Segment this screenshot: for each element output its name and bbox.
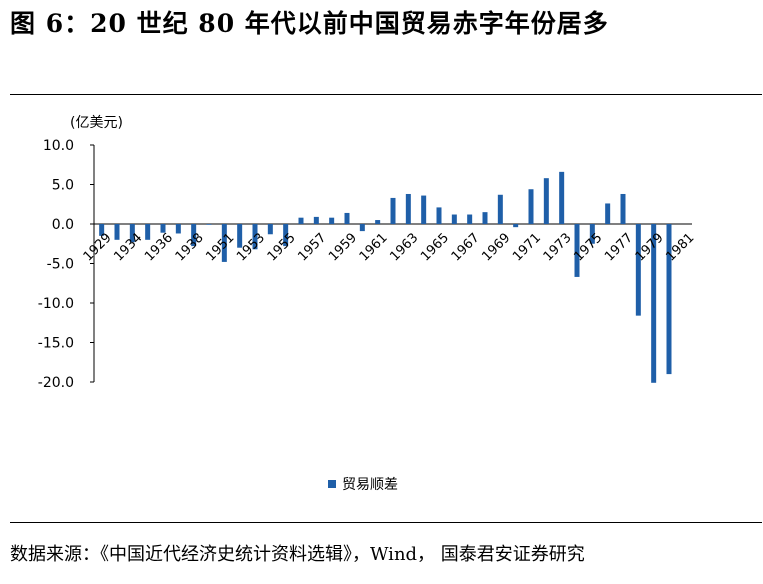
bar	[635, 224, 641, 316]
bar	[421, 195, 427, 224]
bar	[589, 224, 595, 244]
bar	[482, 212, 488, 224]
x-tick-label: 1977	[602, 230, 636, 264]
bar	[405, 193, 411, 224]
bar	[359, 224, 365, 232]
x-tick-label: 1938	[173, 230, 207, 264]
y-tick-label: -10.0	[38, 296, 74, 312]
bar	[651, 224, 657, 383]
bar	[574, 224, 580, 277]
y-tick-label: 0.0	[52, 217, 74, 233]
y-tick-label: -20.0	[38, 375, 74, 391]
bar	[451, 214, 457, 224]
bar	[467, 214, 473, 224]
x-tick-label: 1959	[326, 230, 360, 264]
x-tick-label: 1929	[81, 230, 115, 264]
bottom-rule	[10, 522, 762, 523]
x-tick-label: 1965	[418, 230, 452, 264]
bar	[344, 212, 350, 224]
bar	[145, 224, 151, 240]
bar	[206, 224, 212, 225]
bar	[620, 193, 626, 224]
x-tick-label: 1951	[203, 230, 237, 264]
bar	[605, 203, 611, 224]
bar	[252, 224, 258, 250]
top-rule	[10, 94, 762, 95]
x-tick-label: 1971	[510, 230, 544, 264]
y-axis: 10.0 5.0 0.0 -5.0 -10.0 -15.0 -20.0	[38, 138, 692, 391]
x-axis-tick-labels: 1929193419361938195119531955195719591961…	[81, 230, 698, 264]
x-tick-label: 1955	[265, 230, 299, 264]
bar	[559, 171, 565, 224]
bar	[99, 224, 105, 236]
bar	[666, 224, 672, 375]
x-tick-label: 1973	[541, 230, 575, 264]
bar	[375, 220, 381, 224]
x-tick-label: 1969	[479, 230, 513, 264]
bar	[390, 197, 396, 224]
y-axis-unit-label: (亿美元)	[70, 115, 123, 131]
bar-series	[99, 171, 687, 383]
y-tick-label: -5.0	[47, 257, 74, 273]
bar	[543, 178, 549, 224]
x-tick-label: 1957	[295, 230, 329, 264]
bar	[237, 224, 243, 248]
bar	[114, 224, 120, 240]
bar	[436, 207, 442, 224]
bar	[129, 224, 135, 243]
bar	[267, 224, 273, 235]
y-tick-label: 10.0	[43, 138, 74, 154]
x-tick-label: 1967	[449, 230, 483, 264]
data-source-note: 数据来源：《中国近代经济史统计资料选辑》，Wind， 国泰君安证券研究	[10, 544, 585, 565]
legend-swatch	[328, 480, 336, 488]
x-tick-label: 1963	[387, 230, 421, 264]
bar	[528, 189, 534, 224]
bar	[283, 224, 289, 247]
bar	[175, 224, 181, 234]
bar	[329, 217, 335, 224]
figure-title: 图 6：20 世纪 80 年代以前中国贸易赤字年份居多	[10, 9, 609, 38]
bar	[160, 224, 166, 233]
bar	[313, 216, 319, 224]
bar	[191, 224, 197, 247]
legend-label: 贸易顺差	[342, 477, 398, 493]
bar	[513, 224, 519, 228]
bar	[497, 194, 503, 224]
legend: 贸易顺差	[328, 474, 398, 494]
y-tick-label: 5.0	[52, 178, 74, 194]
bar	[298, 217, 304, 224]
y-tick-label: -15.0	[38, 336, 74, 352]
x-tick-label: 1961	[357, 230, 391, 264]
bar	[221, 224, 227, 262]
